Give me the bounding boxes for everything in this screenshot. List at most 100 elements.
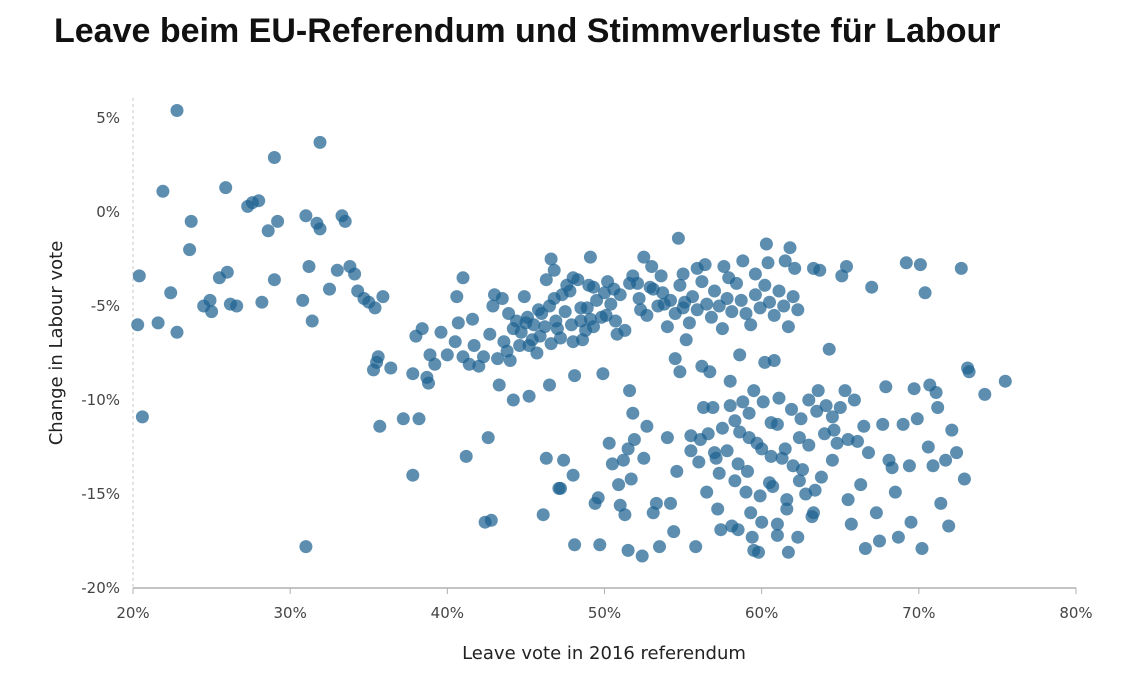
data-point	[708, 446, 721, 460]
data-point	[736, 254, 750, 268]
y-tick-label: 5%	[96, 109, 120, 127]
data-point	[728, 414, 742, 428]
data-point	[486, 299, 500, 313]
data-point	[862, 446, 875, 460]
x-tick-label: 40%	[431, 604, 464, 622]
data-point	[802, 393, 816, 407]
x-tick-label: 70%	[902, 604, 935, 622]
data-point	[384, 361, 398, 375]
data-points	[131, 104, 1012, 563]
data-point	[854, 478, 868, 492]
data-point	[810, 404, 824, 418]
data-point	[164, 286, 178, 300]
data-point	[728, 474, 742, 488]
data-point	[525, 333, 539, 347]
data-point	[205, 305, 219, 319]
data-point	[338, 214, 352, 228]
data-point	[566, 468, 580, 482]
data-point	[811, 384, 825, 398]
data-point	[723, 399, 737, 413]
data-point	[368, 301, 382, 315]
y-tick-label: -20%	[81, 579, 120, 597]
data-point	[428, 357, 442, 371]
data-point	[252, 194, 266, 208]
data-point	[623, 384, 637, 398]
data-point	[406, 468, 420, 482]
x-tick-label: 50%	[588, 604, 621, 622]
data-point	[624, 472, 638, 486]
data-point	[673, 278, 687, 292]
data-point	[255, 295, 269, 309]
data-point	[822, 342, 836, 356]
data-point	[370, 355, 384, 369]
data-point	[626, 406, 640, 420]
data-point	[786, 459, 800, 473]
data-point	[700, 297, 714, 311]
data-point	[792, 431, 806, 445]
data-point	[748, 288, 762, 302]
data-point	[844, 517, 858, 531]
data-point	[945, 423, 959, 437]
data-point	[305, 314, 319, 328]
data-point	[448, 335, 462, 349]
data-point	[506, 322, 520, 336]
data-point	[733, 425, 747, 439]
data-point	[733, 348, 747, 362]
data-point	[637, 250, 651, 264]
data-point	[841, 493, 855, 507]
data-point	[858, 542, 872, 555]
data-point	[704, 310, 718, 324]
data-point	[695, 275, 709, 289]
data-point	[778, 254, 792, 268]
data-point	[645, 260, 659, 273]
data-point	[506, 393, 520, 407]
data-point	[456, 271, 470, 285]
data-point	[770, 517, 784, 531]
data-point	[712, 466, 726, 480]
data-point	[781, 545, 795, 559]
data-point	[840, 260, 853, 273]
data-point	[618, 508, 632, 522]
data-point	[833, 401, 847, 414]
data-point	[781, 320, 795, 334]
data-point	[692, 455, 706, 469]
data-point	[558, 305, 572, 319]
x-axis-label: Leave vote in 2016 referendum	[462, 643, 746, 664]
data-point	[808, 483, 822, 497]
data-point	[739, 307, 753, 320]
data-point	[241, 199, 255, 213]
data-point	[574, 301, 588, 315]
data-point	[170, 325, 184, 339]
data-point	[783, 241, 797, 255]
data-point	[998, 374, 1012, 388]
data-point	[667, 525, 681, 539]
data-point	[780, 502, 794, 516]
data-point	[847, 393, 861, 407]
data-point	[530, 346, 544, 360]
data-point	[554, 331, 567, 345]
data-point	[770, 528, 784, 542]
data-point	[605, 457, 619, 471]
data-point	[492, 378, 506, 392]
data-point	[723, 374, 737, 388]
data-point	[640, 308, 654, 322]
data-point	[267, 151, 281, 164]
data-point	[720, 292, 734, 305]
data-point	[915, 542, 929, 555]
data-point	[706, 401, 720, 414]
data-point	[772, 391, 786, 405]
data-point	[261, 224, 275, 238]
data-point	[543, 378, 556, 392]
data-point	[786, 290, 800, 304]
data-point	[679, 333, 693, 347]
data-point	[135, 410, 149, 424]
data-point	[879, 380, 893, 394]
data-point	[701, 427, 715, 441]
data-point	[555, 288, 569, 302]
data-point	[568, 369, 582, 383]
data-point	[412, 412, 426, 426]
data-point	[711, 502, 725, 516]
data-point	[503, 354, 517, 367]
data-point	[522, 389, 536, 403]
data-point	[267, 273, 281, 287]
